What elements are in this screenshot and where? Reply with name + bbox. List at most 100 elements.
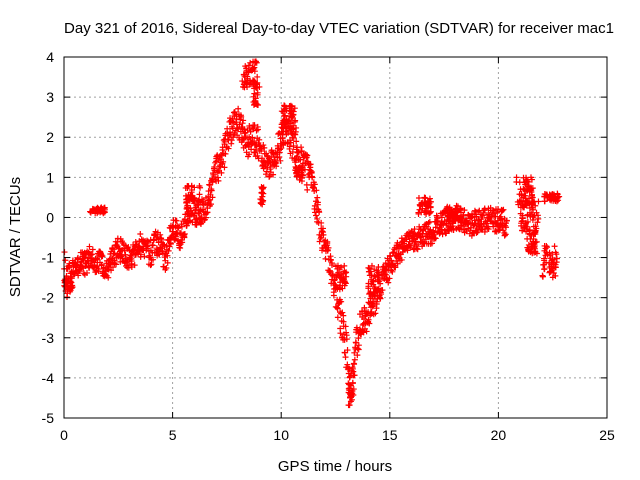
data-point — [551, 243, 558, 250]
data-point — [278, 108, 285, 115]
data-point — [518, 220, 525, 227]
data-point — [254, 102, 261, 109]
data-point — [328, 257, 335, 264]
data-point — [480, 210, 487, 217]
data-point — [320, 231, 327, 238]
data-point — [193, 206, 200, 213]
data-point — [409, 229, 416, 236]
data-point — [95, 268, 102, 275]
data-point — [137, 251, 144, 258]
data-point — [377, 295, 384, 302]
data-point — [258, 155, 265, 162]
data-point — [339, 278, 346, 285]
data-point — [529, 243, 536, 250]
data-point — [179, 239, 186, 246]
data-point — [131, 262, 138, 269]
data-point — [251, 122, 258, 129]
data-point — [503, 224, 510, 231]
data-point — [521, 186, 528, 193]
data-point — [184, 206, 191, 213]
data-point — [298, 144, 305, 151]
data-point — [342, 323, 349, 330]
data-point — [375, 263, 382, 270]
data-point — [457, 218, 464, 225]
y-tick-label: 3 — [46, 89, 54, 105]
data-point — [89, 251, 96, 258]
data-point — [296, 176, 303, 183]
data-point — [552, 272, 559, 279]
data-point — [423, 211, 430, 218]
x-tick-label: 0 — [60, 427, 68, 443]
data-point — [373, 267, 380, 274]
data-point — [318, 228, 325, 235]
data-point — [503, 217, 510, 224]
data-point — [163, 242, 170, 249]
data-point — [551, 195, 558, 202]
data-point — [525, 182, 532, 189]
data-point — [340, 275, 347, 282]
data-point — [62, 257, 69, 264]
data-point — [336, 266, 343, 273]
data-point — [290, 122, 297, 129]
data-point — [225, 145, 232, 152]
data-point — [167, 240, 174, 247]
data-point — [349, 379, 356, 386]
data-point — [351, 349, 358, 356]
plot-frame — [63, 56, 608, 419]
data-point — [518, 192, 525, 199]
data-point — [250, 99, 257, 106]
data-point — [181, 230, 188, 237]
data-point — [251, 138, 258, 145]
data-point — [361, 315, 368, 322]
data-point — [433, 212, 440, 219]
data-point — [378, 291, 385, 298]
y-tick-label: -1 — [42, 250, 55, 266]
data-point — [239, 78, 246, 85]
data-point — [314, 215, 321, 222]
data-point — [184, 211, 191, 218]
data-point — [413, 245, 420, 252]
data-point — [69, 257, 76, 264]
data-point — [194, 201, 201, 208]
data-point — [345, 402, 352, 409]
data-point — [313, 187, 320, 194]
data-point — [208, 201, 215, 208]
data-point — [307, 161, 314, 168]
data-point — [351, 361, 358, 368]
data-point — [99, 208, 106, 215]
data-point — [67, 283, 74, 290]
data-point — [473, 213, 480, 220]
data-point — [549, 256, 556, 263]
data-point — [243, 67, 250, 74]
y-tick-label: -4 — [42, 370, 55, 386]
data-point — [246, 151, 253, 158]
data-point — [122, 251, 129, 258]
data-point — [528, 176, 535, 183]
x-axis-label: GPS time / hours — [278, 458, 392, 475]
data-point — [451, 208, 458, 215]
y-tick-label: 4 — [46, 49, 54, 65]
data-point — [420, 226, 427, 233]
data-point — [527, 186, 534, 193]
data-point — [99, 253, 106, 260]
data-point — [324, 247, 331, 254]
data-point — [243, 81, 250, 88]
data-point — [520, 185, 527, 192]
data-point — [290, 134, 297, 141]
x-tick-label: 10 — [273, 427, 289, 443]
data-point — [452, 207, 459, 214]
data-point — [533, 238, 540, 245]
data-point — [337, 330, 344, 337]
data-point — [408, 242, 415, 249]
data-point — [381, 270, 388, 277]
data-point — [288, 126, 295, 133]
data-point — [421, 194, 428, 201]
data-point — [204, 209, 211, 216]
data-point — [251, 90, 258, 97]
data-point — [150, 256, 157, 263]
data-point — [450, 227, 457, 234]
data-point — [71, 271, 78, 278]
data-point — [175, 224, 182, 231]
data-point — [227, 129, 234, 136]
